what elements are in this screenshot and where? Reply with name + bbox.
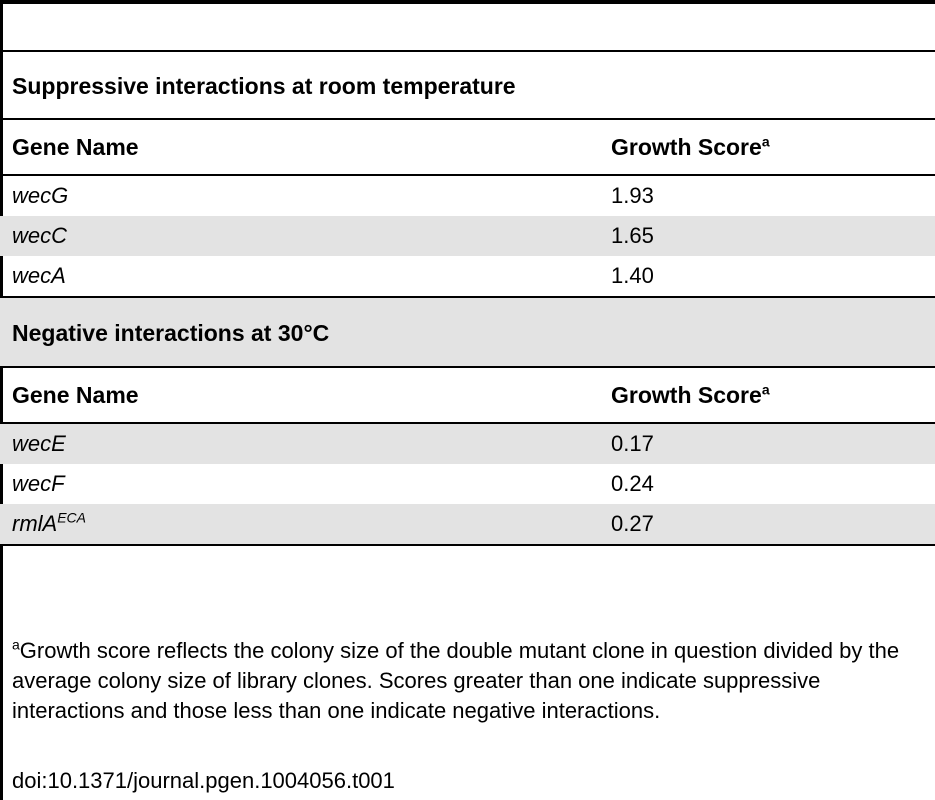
growth-score-header-text: Growth Score	[611, 133, 762, 160]
footnote-text: Growth score reflects the colony size of…	[12, 638, 900, 723]
column-header-row: Gene Name Growth Scorea	[0, 368, 935, 424]
score-cell: 0.24	[611, 471, 654, 496]
table-footnote: aGrowth score reflects the colony size o…	[12, 636, 932, 726]
growth-score-table: Suppressive interactions at room tempera…	[0, 0, 935, 546]
section-title-text: Negative interactions at 30°C	[12, 319, 330, 346]
gene-name-text: rmlA	[12, 511, 58, 536]
footnote-marker: a	[12, 636, 20, 653]
gene-cell: rmlAECA	[12, 511, 86, 537]
score-cell: 1.65	[611, 223, 654, 248]
section-title-negative: Negative interactions at 30°C	[0, 298, 935, 368]
growth-score-header: Growth Scorea	[611, 134, 770, 161]
score-cell: 0.17	[611, 431, 654, 456]
footnote-marker: a	[761, 380, 770, 397]
table-row: rmlAECA 0.27	[0, 504, 935, 546]
gene-name-header: Gene Name	[12, 133, 139, 160]
table-blank-header-row	[0, 4, 935, 52]
gene-cell: wecC	[12, 223, 68, 248]
gene-cell: wecA	[12, 263, 66, 288]
score-cell: 0.27	[611, 511, 654, 536]
doi-link[interactable]: doi:10.1371/journal.pgen.1004056.t001	[12, 768, 395, 793]
left-border-line	[0, 0, 3, 800]
gene-cell: wecG	[12, 183, 69, 208]
section-title-suppressive: Suppressive interactions at room tempera…	[0, 52, 935, 120]
score-cell: 1.93	[611, 183, 654, 208]
gene-cell: wecE	[12, 431, 66, 456]
growth-score-header-text: Growth Score	[611, 381, 762, 408]
gene-cell: wecF	[12, 471, 65, 496]
score-cell: 1.40	[611, 263, 654, 288]
growth-score-header: Growth Scorea	[611, 382, 770, 409]
gene-superscript: ECA	[57, 509, 87, 526]
table-row: wecC 1.65	[0, 216, 935, 256]
gene-name-header: Gene Name	[12, 381, 139, 408]
table-top-rule	[0, 0, 935, 4]
table-row: wecG 1.93	[0, 176, 935, 216]
table-row: wecE 0.17	[0, 424, 935, 464]
column-header-row: Gene Name Growth Scorea	[0, 120, 935, 176]
footnote-marker: a	[761, 132, 770, 149]
section-title-text: Suppressive interactions at room tempera…	[12, 72, 516, 99]
table-row: wecA 1.40	[0, 256, 935, 298]
table-row: wecF 0.24	[0, 464, 935, 504]
